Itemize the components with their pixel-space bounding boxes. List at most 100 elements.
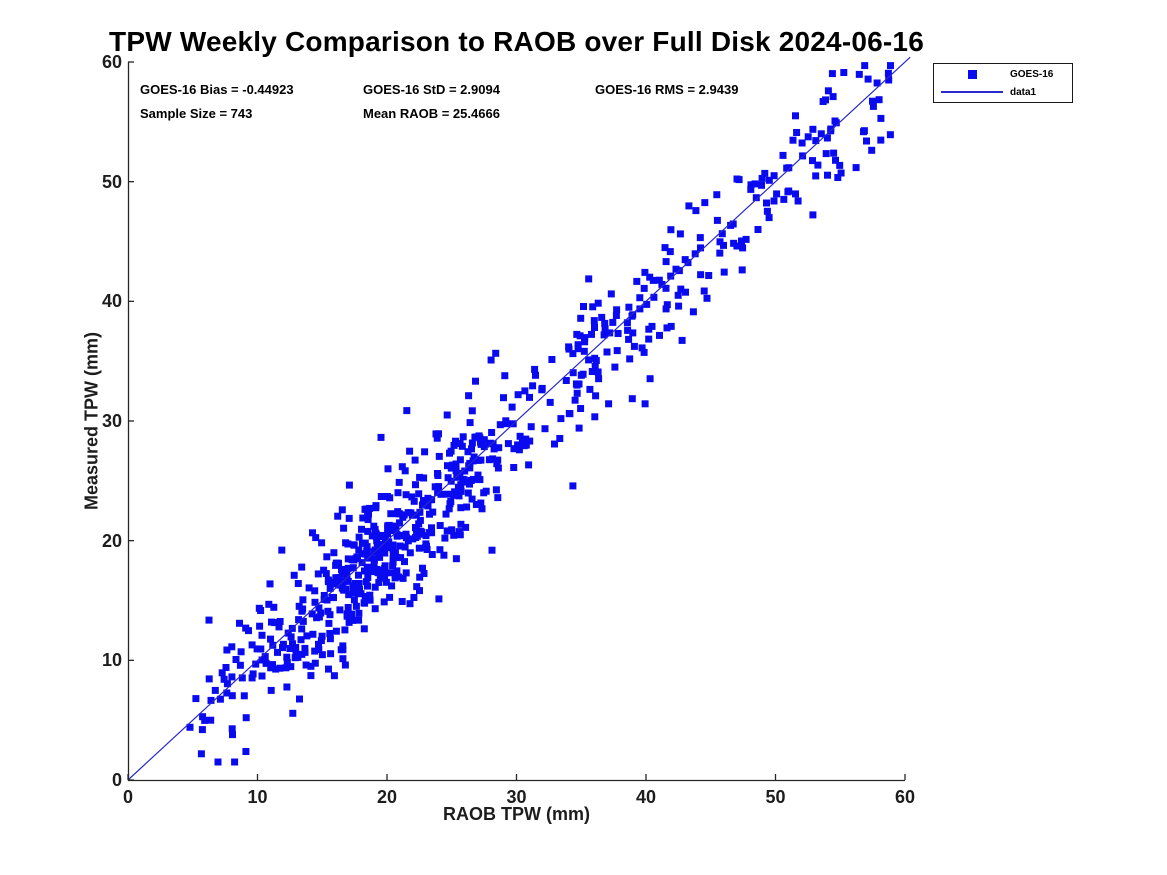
- scatter-point: [223, 680, 231, 688]
- scatter-point: [380, 598, 388, 606]
- scatter-point: [488, 546, 496, 554]
- scatter-point: [369, 567, 377, 575]
- scatter-point: [601, 325, 609, 333]
- scatter-point: [393, 532, 401, 540]
- stat-mean-raob-annotation: Mean RAOB = 25.4666: [363, 106, 500, 121]
- scatter-point: [577, 314, 585, 322]
- scatter-point: [398, 598, 406, 605]
- scatter-point: [713, 216, 721, 224]
- scatter-point: [525, 461, 533, 469]
- scatter-point: [351, 580, 359, 587]
- scatter-point: [387, 510, 395, 518]
- scatter-point: [603, 348, 611, 356]
- scatter-point: [789, 136, 797, 144]
- scatter-point: [391, 574, 399, 582]
- scatter-point: [502, 417, 510, 425]
- scatter-point: [648, 322, 656, 330]
- scatter-point: [474, 471, 482, 479]
- scatter-point: [735, 176, 743, 184]
- scatter-point: [645, 335, 653, 343]
- scatter-point: [436, 522, 444, 529]
- scatter-point: [373, 542, 381, 550]
- scatter-point: [448, 526, 456, 534]
- scatter-point: [344, 540, 352, 548]
- scatter-point: [370, 555, 378, 563]
- scatter-point: [566, 410, 574, 418]
- scatter-point: [345, 591, 353, 599]
- scatter-point: [257, 607, 265, 614]
- scatter-point: [446, 500, 454, 508]
- scatter-point: [863, 137, 870, 145]
- scatter-point: [641, 268, 649, 276]
- scatter-point: [444, 490, 452, 498]
- scatter-point: [289, 709, 297, 717]
- scatter-point: [376, 574, 384, 582]
- scatter-point: [258, 672, 266, 680]
- scatter-point: [837, 169, 845, 177]
- scatter-point: [649, 276, 657, 284]
- scatter-point: [384, 530, 392, 538]
- scatter-point: [416, 508, 424, 516]
- scatter-point: [675, 302, 683, 310]
- scatter-point: [314, 570, 322, 578]
- scatter-point: [341, 661, 349, 669]
- scatter-point: [223, 689, 231, 697]
- scatter-point: [389, 553, 397, 561]
- legend-label-goes16: GOES-16: [1010, 68, 1054, 80]
- scatter-point: [468, 439, 476, 447]
- scatter-point: [340, 524, 348, 532]
- scatter-point: [345, 514, 353, 522]
- scatter-point: [412, 481, 419, 489]
- scatter-point: [355, 580, 363, 587]
- scatter-point: [532, 371, 539, 379]
- scatter-point: [763, 207, 771, 215]
- scatter-point: [397, 554, 405, 562]
- scatter-point: [275, 623, 283, 631]
- scatter-point: [248, 641, 256, 649]
- scatter-point: [770, 197, 778, 205]
- scatter-point: [494, 456, 502, 464]
- scatter-point: [662, 284, 670, 292]
- scatter-point: [729, 220, 737, 228]
- scatter-point: [884, 69, 892, 77]
- scatter-point: [409, 535, 417, 543]
- scatter-point: [408, 493, 416, 501]
- scatter-point: [500, 394, 507, 402]
- scatter-point: [372, 504, 380, 512]
- scatter-point: [531, 365, 539, 373]
- scatter-point: [557, 415, 565, 423]
- scatter-point: [216, 695, 224, 703]
- scatter-point: [477, 438, 484, 446]
- legend-label-data1: data1: [1010, 86, 1037, 98]
- scatter-point: [526, 393, 533, 401]
- scatter-point: [344, 577, 352, 585]
- scatter-point: [366, 596, 374, 604]
- scatter-point: [371, 605, 379, 613]
- scatter-point: [713, 191, 721, 199]
- scatter-point: [297, 636, 305, 644]
- scatter-point: [875, 96, 883, 104]
- scatter-point: [413, 583, 421, 591]
- scatter-point: [338, 506, 346, 514]
- scatter-point: [248, 674, 256, 682]
- scatter-point: [667, 322, 675, 330]
- scatter-point: [330, 580, 338, 588]
- scatter-point: [198, 726, 206, 734]
- legend-entry-goes16: GOES-16: [934, 65, 1072, 83]
- scatter-point: [658, 280, 666, 288]
- scatter-point: [305, 584, 313, 592]
- scatter-point: [384, 465, 392, 473]
- scatter-point: [761, 169, 769, 177]
- scatter-point: [477, 499, 485, 507]
- scatter-point: [460, 476, 468, 484]
- scatter-point: [869, 102, 877, 110]
- scatter-point: [765, 214, 773, 222]
- scatter-point: [365, 510, 372, 518]
- scatter-point: [573, 389, 581, 397]
- scatter-point: [315, 604, 323, 612]
- scatter-point: [332, 627, 340, 635]
- scatter-point: [388, 582, 396, 590]
- scatter-point: [361, 567, 368, 575]
- scatter-point: [423, 546, 431, 553]
